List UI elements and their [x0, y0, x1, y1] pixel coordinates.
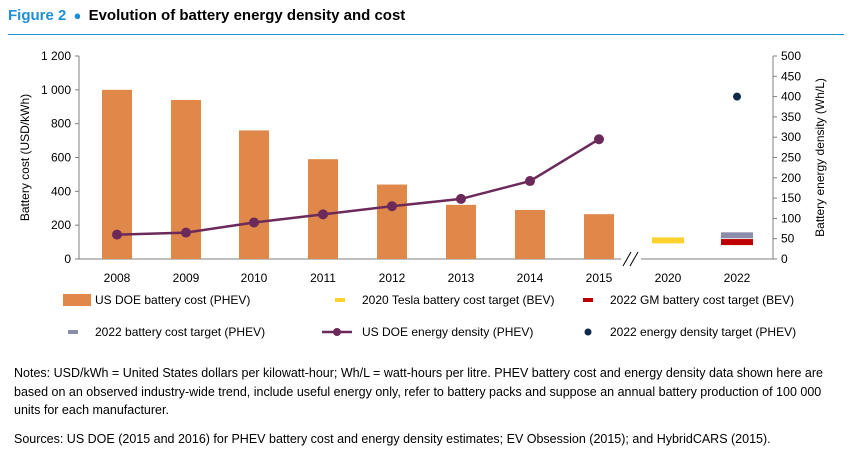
- legend-label: US DOE energy density (PHEV): [362, 325, 533, 339]
- right-tick-label: 400: [781, 90, 801, 104]
- left-tick-label: 1 000: [41, 83, 71, 97]
- notes-text: Notes: USD/kWh = United States dollars p…: [14, 366, 823, 417]
- right-tick-label: 200: [781, 171, 801, 185]
- right-tick-label: 350: [781, 110, 801, 124]
- target-marker: [652, 237, 684, 244]
- density-point: [112, 229, 122, 240]
- legend-label: 2020 Tesla battery cost target (BEV): [362, 293, 555, 307]
- legend-label: US DOE battery cost (PHEV): [95, 293, 250, 307]
- left-tick-label: 400: [51, 184, 71, 198]
- x-tick-label: 2022: [724, 271, 751, 285]
- right-tick-label: 150: [781, 191, 801, 205]
- density-point: [456, 193, 466, 204]
- legend-label: 2022 battery cost target (PHEV): [95, 325, 265, 339]
- density-point: [318, 209, 328, 220]
- x-tick-label: 2010: [241, 271, 268, 285]
- cost-bar: [308, 159, 338, 259]
- x-tick-label: 2020: [655, 271, 682, 285]
- axis-break-mark: [622, 251, 632, 267]
- density-point: [181, 227, 191, 238]
- legend-label: 2022 GM battery cost target (BEV): [610, 293, 794, 307]
- right-tick-label: 0: [781, 252, 788, 266]
- right-axis-title: Battery energy density (Wh/L): [813, 78, 827, 237]
- figure-title: Figure 2 ● Evolution of battery energy d…: [8, 7, 405, 24]
- right-tick-label: 300: [781, 130, 801, 144]
- figure-title-text: Evolution of battery energy density and …: [88, 7, 406, 24]
- left-tick-label: 600: [51, 151, 71, 165]
- title-rule: [8, 34, 844, 35]
- right-tick-label: 50: [781, 232, 795, 246]
- cost-bar: [377, 184, 407, 259]
- x-tick-label: 2012: [379, 271, 406, 285]
- axis-break-mark: [629, 251, 639, 267]
- cost-bar: [515, 209, 545, 259]
- legend-swatch-marker: [68, 330, 78, 334]
- x-tick-label: 2011: [310, 271, 336, 285]
- title-separator-icon: ●: [73, 8, 82, 23]
- x-tick-label: 2014: [517, 271, 544, 285]
- x-tick-label: 2015: [586, 271, 613, 285]
- figure-label: Figure 2: [8, 7, 67, 24]
- left-axis-title: Battery cost (USD/kWh): [18, 94, 32, 221]
- right-tick-label: 250: [781, 151, 801, 165]
- x-tick-label: 2009: [173, 271, 200, 285]
- x-tick-label: 2008: [104, 271, 131, 285]
- left-tick-label: 800: [51, 117, 71, 131]
- target-marker: [721, 232, 753, 239]
- legend-swatch-dot: [584, 328, 592, 336]
- left-tick-label: 0: [64, 252, 71, 266]
- right-tick-label: 100: [781, 211, 801, 225]
- cost-bar: [446, 204, 476, 259]
- cost-bar: [584, 214, 614, 259]
- sources-text: Sources: US DOE (2015 and 2016) for PHEV…: [14, 432, 771, 446]
- density-point: [594, 134, 604, 145]
- x-tick-label: 2013: [448, 271, 475, 285]
- density-point: [387, 201, 397, 212]
- chart: 0 200 400 600 800 1 000 1 200 0 50 100 150 200 250 30…: [18, 49, 827, 339]
- density-point: [525, 176, 535, 187]
- density-target-point: [733, 92, 741, 101]
- right-tick-label: 450: [781, 69, 801, 83]
- legend-swatch-bar: [63, 294, 91, 306]
- cost-bar: [239, 130, 269, 259]
- left-tick-label: 1 200: [41, 49, 71, 63]
- legend-label: 2022 energy density target (PHEV): [610, 325, 796, 339]
- legend-swatch-marker: [583, 298, 593, 302]
- right-tick-label: 500: [781, 49, 801, 63]
- density-line: [116, 138, 600, 236]
- target-marker: [721, 239, 753, 246]
- density-point: [249, 217, 259, 228]
- legend-swatch-marker: [335, 298, 345, 302]
- legend-swatch-line-point: [333, 328, 341, 336]
- left-tick-label: 200: [51, 218, 71, 232]
